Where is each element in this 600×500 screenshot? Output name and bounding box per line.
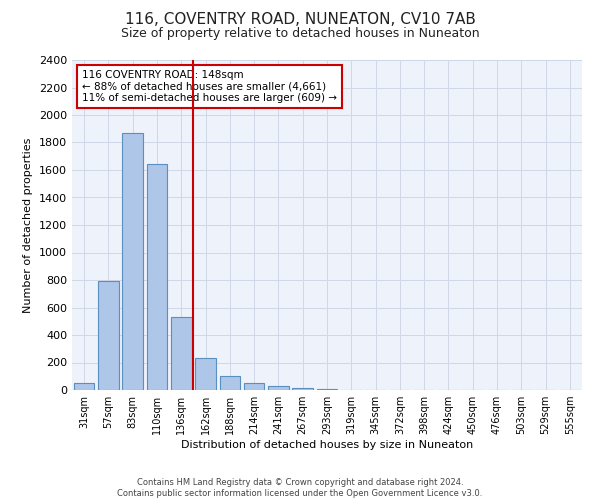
Bar (122, 133, 143, 390)
Bar (146, 164, 167, 390)
Y-axis label: Number of detached properties: Number of detached properties (23, 138, 34, 312)
X-axis label: Distribution of detached houses by size in Nuneaton: Distribution of detached houses by size … (181, 440, 473, 450)
Bar (268, 386, 289, 390)
Bar (74, 383, 94, 390)
Bar (98, 282, 119, 390)
Text: 116, COVENTRY ROAD, NUNEATON, CV10 7AB: 116, COVENTRY ROAD, NUNEATON, CV10 7AB (125, 12, 475, 28)
Bar (195, 358, 216, 390)
Bar (220, 376, 240, 390)
Bar (244, 383, 265, 390)
Text: Size of property relative to detached houses in Nuneaton: Size of property relative to detached ho… (121, 28, 479, 40)
Text: 116 COVENTRY ROAD: 148sqm
← 88% of detached houses are smaller (4,661)
11% of se: 116 COVENTRY ROAD: 148sqm ← 88% of detac… (82, 70, 337, 103)
Bar (171, 317, 191, 390)
Text: Contains HM Land Registry data © Crown copyright and database right 2024.
Contai: Contains HM Land Registry data © Crown c… (118, 478, 482, 498)
Bar (292, 388, 313, 390)
